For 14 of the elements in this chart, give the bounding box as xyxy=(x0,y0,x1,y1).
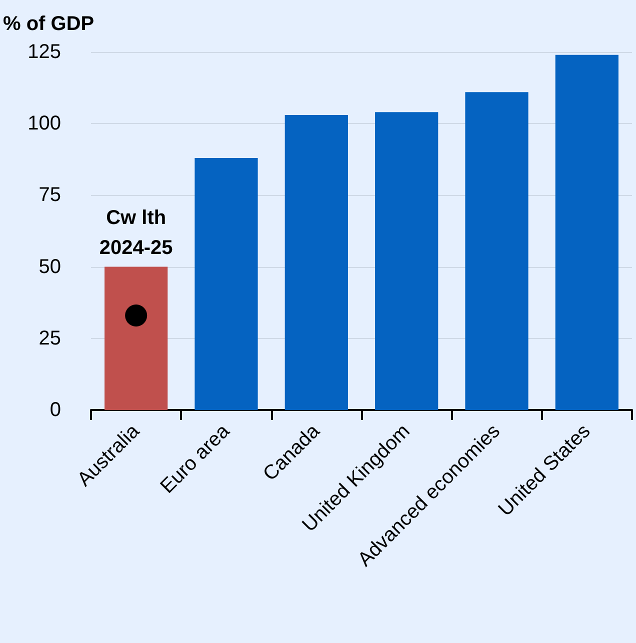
y-tick-label: 0 xyxy=(50,399,61,421)
y-tick-label: 75 xyxy=(38,184,61,206)
y-axis-title: % of GDP xyxy=(3,13,94,35)
y-tick-label: 25 xyxy=(38,327,61,350)
y-tick-label: 100 xyxy=(28,112,61,135)
bar xyxy=(104,266,168,410)
bar xyxy=(375,112,438,410)
y-tick-label: 50 xyxy=(38,256,61,278)
bar xyxy=(465,92,528,410)
bar xyxy=(555,54,618,410)
y-tick-label: 125 xyxy=(28,41,61,63)
bar xyxy=(284,115,348,410)
bar xyxy=(194,158,258,410)
annotation: Cw lth 2024-25 xyxy=(99,206,173,259)
